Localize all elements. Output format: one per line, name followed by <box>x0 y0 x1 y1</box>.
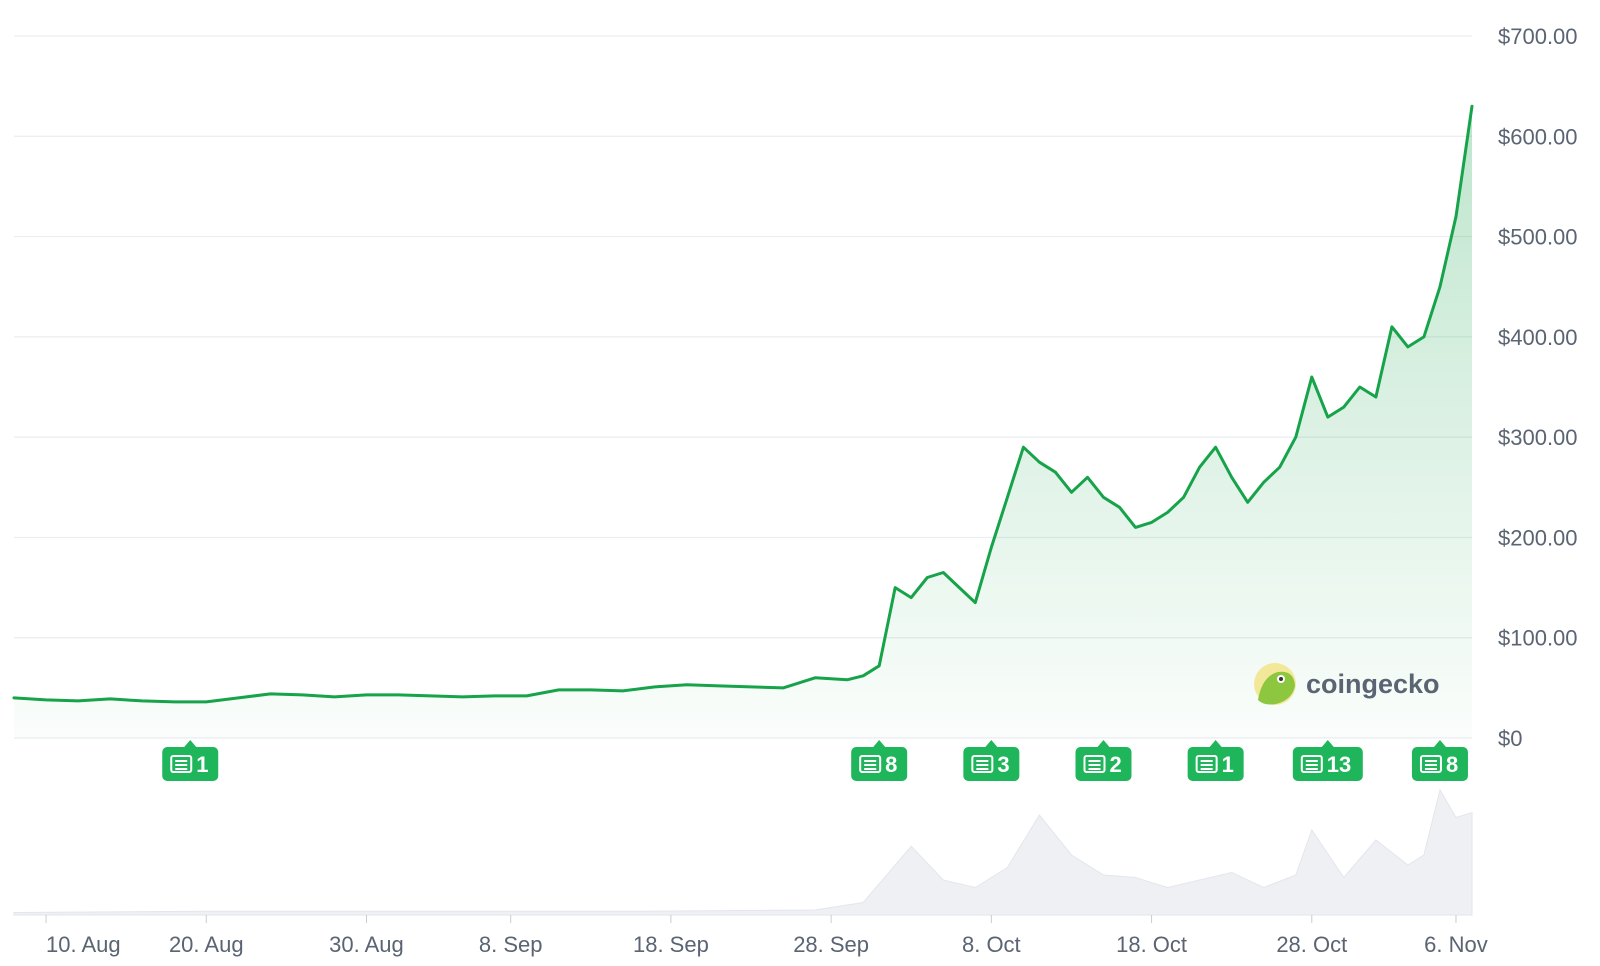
volume-chart <box>13 788 1473 916</box>
news-badge-pointer <box>985 740 998 747</box>
news-marker[interactable]: 1 <box>1187 740 1244 781</box>
news-count: 2 <box>1109 752 1121 777</box>
volume-area <box>13 788 1473 916</box>
news-count: 8 <box>885 752 897 777</box>
newspaper-icon <box>971 755 994 773</box>
x-tick-label: 28. Oct <box>1276 932 1347 957</box>
news-count: 13 <box>1327 752 1351 777</box>
news-marker[interactable]: 13 <box>1292 740 1363 781</box>
news-count: 3 <box>997 752 1009 777</box>
x-tick-label: 8. Oct <box>962 932 1021 957</box>
gecko-logo-icon <box>1254 663 1296 705</box>
y-tick-label: $700.00 <box>1498 24 1578 49</box>
x-tick-label: 18. Sep <box>633 932 709 957</box>
newspaper-icon <box>1195 755 1218 773</box>
x-tick-label: 30. Aug <box>329 932 404 957</box>
price-line-layer <box>12 104 1474 704</box>
brand-name: coingecko <box>1306 669 1440 699</box>
x-tick-label: 28. Sep <box>793 932 869 957</box>
price-area-layer <box>14 106 1472 738</box>
news-badge-pointer <box>1321 740 1334 747</box>
news-marker[interactable]: 8 <box>1411 740 1468 781</box>
news-marker[interactable]: 8 <box>851 740 908 781</box>
y-tick-label: $200.00 <box>1498 525 1578 550</box>
grid-layer <box>14 35 1472 739</box>
x-tick-label: 6. Nov <box>1424 932 1488 957</box>
x-tick-label: 20. Aug <box>169 932 244 957</box>
newspaper-icon <box>1083 755 1106 773</box>
news-marker[interactable]: 2 <box>1075 740 1132 781</box>
y-tick-label: $100.00 <box>1498 626 1578 651</box>
newspaper-icon <box>859 755 882 773</box>
y-tick-label: $400.00 <box>1498 325 1578 350</box>
x-tick-label: 18. Oct <box>1116 932 1187 957</box>
y-axis: $0 $100.00 $200.00 $300.00 $400.00 $500.00 $60… <box>1498 24 1578 751</box>
brand-watermark: coingecko <box>1254 663 1440 705</box>
x-tick-label: 8. Sep <box>479 932 543 957</box>
y-tick-label: $0 <box>1498 726 1522 751</box>
news-badge-pointer <box>1209 740 1222 747</box>
x-tick-label: 10. Aug <box>46 932 121 957</box>
news-badge-pointer <box>873 740 886 747</box>
news-marker[interactable]: 3 <box>963 740 1020 781</box>
news-count: 8 <box>1446 752 1458 777</box>
news-markers[interactable]: 1 8 3 2 1 13 8 <box>162 740 1468 781</box>
x-axis: 10. Aug 20. Aug 30. Aug 8. Sep 18. Sep 28. Se… <box>45 915 1488 957</box>
newspaper-icon <box>1300 755 1323 773</box>
y-tick-label: $600.00 <box>1498 124 1578 149</box>
news-badge-pointer <box>1433 740 1446 747</box>
newspaper-icon <box>170 755 193 773</box>
news-count: 1 <box>196 752 208 777</box>
price-line <box>12 104 1474 704</box>
y-tick-label: $500.00 <box>1498 225 1578 250</box>
news-badge-pointer <box>184 740 197 747</box>
price-area <box>14 106 1472 738</box>
y-tick-label: $300.00 <box>1498 425 1578 450</box>
news-badge-pointer <box>1097 740 1110 747</box>
news-marker[interactable]: 1 <box>162 740 219 781</box>
newspaper-icon <box>1419 755 1442 773</box>
news-count: 1 <box>1222 752 1234 777</box>
